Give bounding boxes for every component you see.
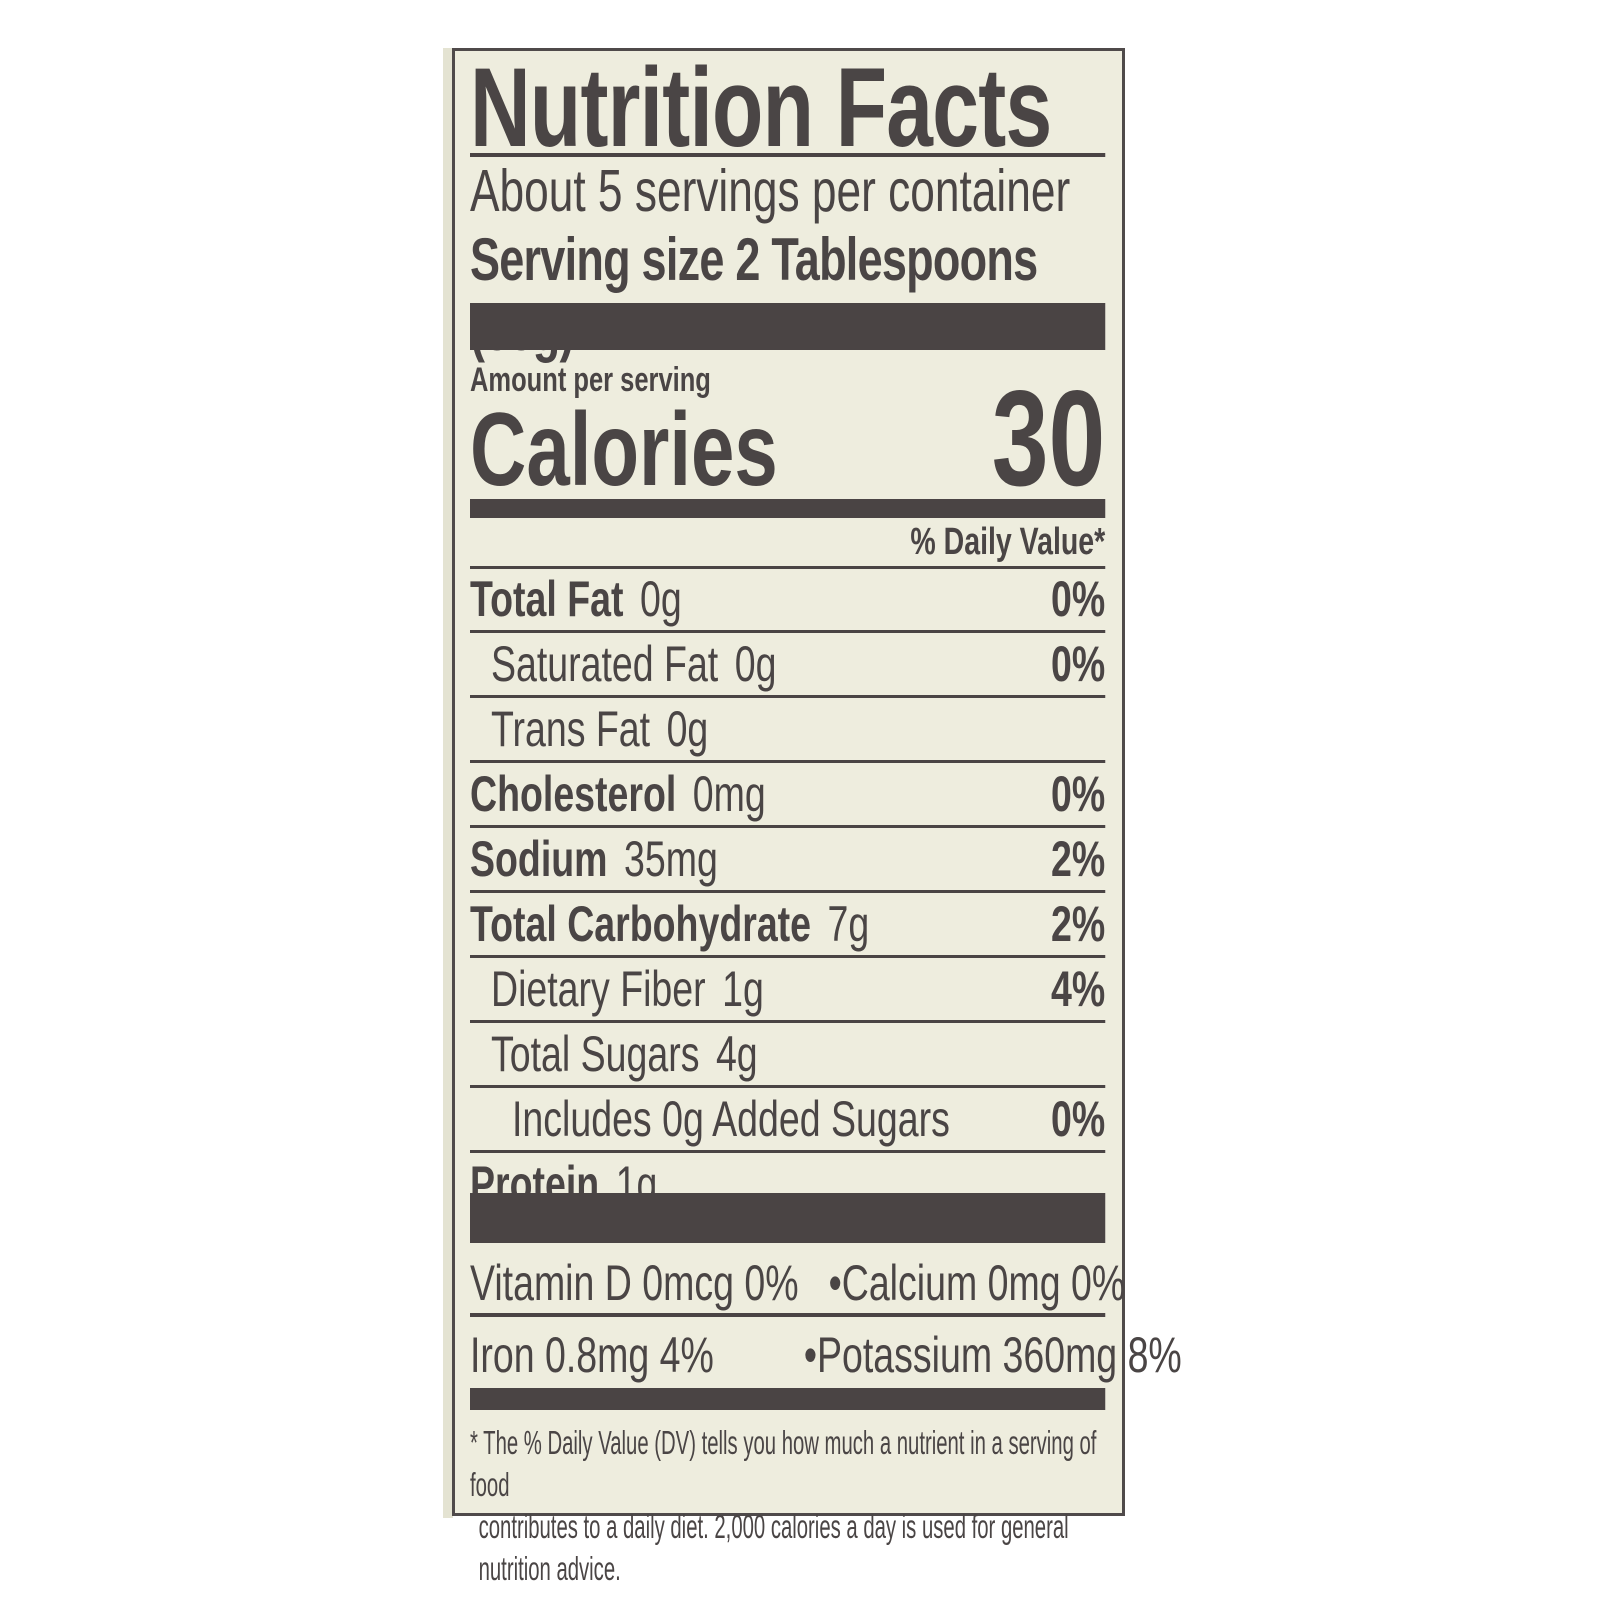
label-edge <box>443 48 453 1518</box>
nutrient-name: Cholesterol <box>470 766 677 822</box>
nutrient-amount: 7g <box>827 896 870 952</box>
divider-thick <box>470 1193 1106 1243</box>
calories-label: Calories <box>470 392 778 508</box>
nutrient-row: Total Sugars 4g <box>470 1023 1106 1088</box>
potassium: Potassium 360mg 8% <box>817 1327 1182 1383</box>
nutrient-label: Includes 0g Added Sugars <box>512 1088 966 1150</box>
mineral-row: Iron 0.8mg 4% • Potassium 360mg 8% <box>470 1320 1182 1390</box>
divider-thin <box>470 153 1106 157</box>
nutrient-daily-value: 2% <box>1051 831 1106 887</box>
nutrient-label: Trans Fat 0g <box>491 698 708 760</box>
iron: Iron 0.8mg 4% <box>470 1327 714 1383</box>
nutrient-amount: 0g <box>734 636 777 692</box>
divider-thin <box>470 566 1106 569</box>
footnote-line-1: * The % Daily Value (DV) tells you how m… <box>470 1424 1097 1503</box>
nutrient-name: Total Fat <box>470 571 624 627</box>
calories-row: Calories 30 <box>470 362 1106 514</box>
nutrient-row: Includes 0g Added Sugars 0% <box>470 1088 1106 1153</box>
nutrient-daily-value: 2% <box>1051 896 1106 952</box>
label-title: Nutrition Facts <box>470 45 1052 170</box>
divider-thin <box>470 1313 1106 1317</box>
separator-dot: • <box>803 1327 818 1383</box>
nutrient-list: Total Fat 0g 0% Saturated Fat 0g 0% Trans Fat 0… <box>470 568 1106 1215</box>
divider-medium <box>470 499 1106 518</box>
nutrient-name: Includes 0g Added Sugars <box>512 1091 950 1147</box>
nutrient-label: Cholesterol 0mg <box>470 763 766 825</box>
nutrient-amount: 0g <box>666 701 709 757</box>
nutrient-row: Sodium 35mg 2% <box>470 828 1106 893</box>
nutrient-label: Dietary Fiber 1g <box>491 958 764 1020</box>
nutrient-amount: 0mg <box>692 766 766 822</box>
nutrient-label: Total Sugars 4g <box>491 1023 758 1085</box>
separator-dot: • <box>828 1255 842 1311</box>
calcium: Calcium 0mg 0% <box>841 1255 1126 1311</box>
nutrient-row: Trans Fat 0g <box>470 698 1106 763</box>
vitamin-d: Vitamin D 0mcg 0% <box>470 1255 799 1311</box>
nutrient-label: Sodium 35mg <box>470 828 718 890</box>
nutrition-label-content: Nutrition Facts About 5 servings per con… <box>470 0 1182 1600</box>
nutrient-row: Cholesterol 0mg 0% <box>470 763 1106 828</box>
nutrient-amount: 0g <box>639 571 682 627</box>
nutrient-daily-value: 0% <box>1051 1091 1106 1147</box>
nutrient-amount: 1g <box>722 961 764 1017</box>
divider-thick <box>470 303 1106 350</box>
vitamin-row: Vitamin D 0mcg 0% • Calcium 0mg 0% <box>470 1248 1125 1318</box>
footnote-line-2: contributes to a daily diet. 2,000 calor… <box>478 1508 1069 1587</box>
nutrient-amount: 35mg <box>623 831 718 887</box>
nutrient-name: Total Sugars <box>491 1026 700 1082</box>
nutrient-name: Sodium <box>470 831 608 887</box>
nutrient-daily-value: 0% <box>1051 766 1106 822</box>
nutrient-label: Saturated Fat 0g <box>491 633 776 695</box>
divider-medium <box>470 1388 1106 1410</box>
nutrient-row: Total Fat 0g 0% <box>470 568 1106 633</box>
nutrition-label-panel <box>452 48 1125 1516</box>
footnote: * The % Daily Value (DV) tells you how m… <box>470 1422 1103 1590</box>
amount-per-serving: Amount per serving <box>470 361 711 399</box>
nutrient-name: Dietary Fiber <box>491 961 706 1017</box>
nutrient-name: Total Carbohydrate <box>470 896 812 952</box>
nutrient-daily-value: 4% <box>1051 961 1106 1017</box>
daily-value-header: % Daily Value* <box>910 521 1106 563</box>
nutrient-name: Trans Fat <box>491 701 651 757</box>
nutrient-label: Total Fat 0g <box>470 568 682 630</box>
nutrient-row: Dietary Fiber 1g 4% <box>470 958 1106 1023</box>
servings-per-container: About 5 servings per container <box>470 158 1071 224</box>
nutrient-daily-value: 0% <box>1051 636 1106 692</box>
nutrient-daily-value: 0% <box>1051 571 1106 627</box>
nutrient-name: Saturated Fat <box>491 636 719 692</box>
nutrient-label: Total Carbohydrate 7g <box>470 893 869 955</box>
nutrient-row: Total Carbohydrate 7g 2% <box>470 893 1106 958</box>
nutrient-row: Saturated Fat 0g 0% <box>470 633 1106 698</box>
calories-value: 30 <box>991 362 1106 514</box>
nutrient-amount: 4g <box>715 1026 758 1082</box>
